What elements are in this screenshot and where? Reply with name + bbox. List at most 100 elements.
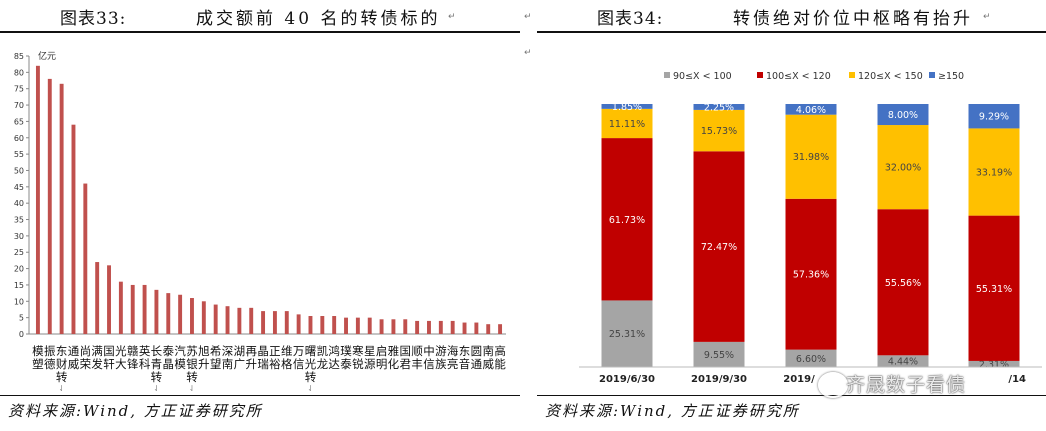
left-bar (391, 319, 396, 334)
return-mark-icon: ↵ (448, 12, 456, 22)
left-category-label: 能 (494, 357, 506, 371)
left-category-label: 启 (376, 344, 388, 358)
left-bar (142, 284, 147, 334)
left-category-label: 尚 (80, 344, 92, 358)
left-category-label: 游 (435, 344, 447, 358)
left-bar (166, 293, 171, 334)
right-bar-data-label: 33.19% (976, 168, 1012, 179)
left-annotation-label: 转 (186, 370, 198, 384)
left-category-label: 龙 (317, 357, 329, 371)
left-bar (59, 83, 64, 334)
left-category-label: 凯 (317, 344, 329, 358)
left-category-label: 亮 (447, 357, 459, 371)
left-figure-title: 成交额前 40 名的转债标的 (196, 9, 441, 29)
left-bar (190, 298, 194, 334)
left-bars (35, 65, 503, 335)
left-y-tick-label: 35 (14, 216, 24, 225)
right-bars: 25.31% 61.73% 11.11% 1.85% 9.55% 72.47% 15.73%… (601, 102, 1020, 370)
right-bar-segment (968, 104, 1020, 129)
right-bar-data-label: 31.98% (793, 152, 829, 163)
left-bar (71, 124, 76, 335)
right-bar-segment (601, 138, 653, 301)
left-category-label: 音 (459, 357, 471, 371)
right-bar-segment (968, 128, 1020, 216)
left-bar (201, 301, 206, 334)
right-figure-title: 转债绝对价位中枢略有抬升 (733, 9, 973, 29)
right-bar-data-label: 8.00% (888, 110, 918, 121)
right-legend-label: 100≤X < 120 (766, 71, 831, 82)
left-category-label: 东 (56, 344, 68, 358)
left-category-label: 英 (139, 344, 151, 358)
left-bar (272, 311, 277, 334)
right-bar-segment (785, 104, 837, 115)
right-bar-segment (693, 151, 745, 342)
left-unit-label: 亿元 (38, 50, 56, 62)
left-y-tick-label: 70 (14, 101, 24, 110)
left-figure-number: 图表33: (60, 9, 127, 29)
right-category-label: 2019/ (783, 374, 815, 385)
left-category-label: 科 (139, 357, 151, 371)
left-category-label: 中 (423, 344, 435, 358)
left-annotation-label: 转 (151, 370, 163, 384)
left-category-label: 裕 (269, 357, 281, 371)
left-annotation-mark-icon: ⇃ (307, 384, 314, 393)
left-category-label: 维 (281, 344, 293, 358)
left-category-label: 东 (459, 344, 471, 358)
left-y-tick-label: 60 (14, 134, 24, 143)
left-category-label: 泰 (163, 344, 175, 358)
right-legend-swatch (757, 72, 763, 78)
left-category-label: 南 (482, 344, 494, 358)
left-category-label: 深 (222, 344, 234, 358)
right-bar-data-label: 2.31% (979, 359, 1009, 370)
return-mark-icon: ↵ (524, 48, 532, 58)
left-category-label: 信 (293, 357, 305, 371)
left-category-label: 星 (364, 344, 376, 358)
right-bar-segment (693, 341, 745, 367)
left-y-tick-label: 30 (14, 232, 24, 241)
left-annotation-label: 转 (56, 370, 68, 384)
right-bar-data-label: 25.31% (609, 329, 645, 340)
left-bar (474, 322, 479, 334)
left-category-label: 顺 (411, 344, 423, 358)
right-bar-data-label: 55.56% (885, 278, 921, 289)
left-bar (367, 317, 372, 334)
right-bar-data-label: 55.31% (976, 284, 1012, 295)
return-mark-icon: ↵ (983, 12, 991, 22)
left-bar (296, 314, 301, 334)
left-bar (47, 78, 52, 334)
right-legend-swatch (664, 72, 670, 78)
left-bar (355, 317, 360, 334)
left-bar (462, 322, 467, 334)
left-category-label: 化 (388, 357, 400, 371)
right-bar-segment (601, 108, 653, 139)
left-y-tick-label: 50 (14, 166, 24, 175)
right-title-row: 图表34: 转债绝对价位中枢略有抬升 ↵ (537, 4, 1046, 29)
right-bar-data-label: 32.00% (885, 163, 921, 174)
left-category-label: 光 (115, 344, 127, 358)
left-bar (225, 306, 230, 334)
left-bar (403, 319, 408, 334)
left-bar (35, 65, 40, 334)
right-bar-segment (785, 114, 837, 199)
left-bar (95, 262, 100, 334)
right-category-label: /14 (1008, 374, 1026, 385)
left-bottom-rule (0, 395, 520, 396)
right-bar-segment (601, 104, 653, 109)
left-category-label: 升 (245, 357, 257, 371)
right-figure-number: 图表34: (597, 9, 664, 29)
right-bar-data-label: 4.44% (888, 357, 918, 368)
right-bar-segment (785, 198, 837, 350)
left-category-label: 晶 (257, 344, 269, 358)
right-bar-data-label: 1.85% (612, 102, 642, 113)
left-y-tick-label: 20 (14, 265, 24, 274)
left-category-label: 正 (269, 344, 281, 358)
left-category-label: 威 (68, 357, 80, 371)
left-category-label: 明 (376, 357, 388, 371)
left-category-label: 通 (68, 344, 80, 358)
left-category-label: 通 (471, 357, 483, 371)
left-category-label: 族 (435, 357, 447, 371)
left-y-tick-label: 0 (19, 330, 24, 339)
left-category-label: 光 (305, 357, 317, 371)
right-legend-swatch (929, 72, 935, 78)
right-bar-data-label: 9.29% (979, 112, 1009, 123)
